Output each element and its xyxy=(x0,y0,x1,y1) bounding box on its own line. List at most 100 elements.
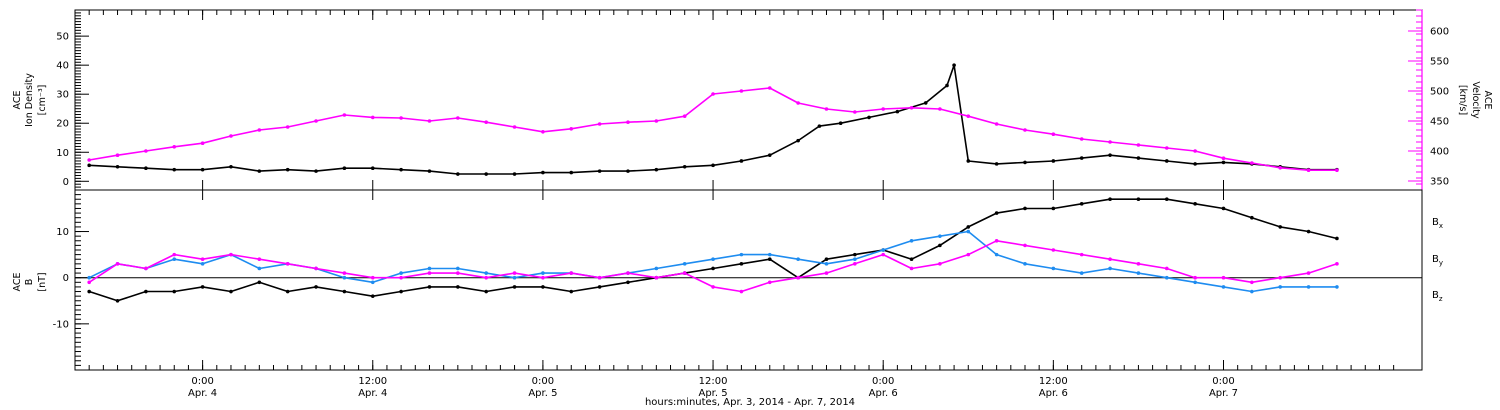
bz-point xyxy=(1136,262,1141,266)
bx-point xyxy=(427,285,432,289)
bx-point xyxy=(909,257,914,262)
density-point xyxy=(1079,156,1084,160)
density-point xyxy=(966,159,971,163)
bz-point xyxy=(597,275,602,280)
date-tick-label: Apr. 4 xyxy=(188,388,217,399)
bx-point xyxy=(1306,229,1311,234)
bx-point xyxy=(569,289,574,294)
bz-point xyxy=(626,271,630,275)
by-point xyxy=(824,262,829,266)
bz-point xyxy=(257,257,262,262)
bz-point xyxy=(427,271,432,275)
velocity-point xyxy=(682,114,687,118)
bx-point xyxy=(966,225,971,229)
density-point xyxy=(427,169,432,173)
by-point xyxy=(1306,285,1311,289)
by-point xyxy=(257,266,262,271)
velocity-point xyxy=(172,145,177,149)
bz-point xyxy=(285,262,290,266)
by-point xyxy=(172,257,177,262)
density-point xyxy=(626,169,630,173)
density-point xyxy=(314,169,318,173)
bx-point xyxy=(1164,197,1169,202)
density-point xyxy=(399,167,403,172)
density-point xyxy=(569,170,574,175)
bz-point xyxy=(853,262,857,266)
density-point xyxy=(512,172,517,176)
velocity-point xyxy=(938,107,942,111)
velocity-point xyxy=(994,122,999,126)
bz-point xyxy=(1051,248,1056,252)
velocity-point xyxy=(767,86,772,90)
density-point xyxy=(484,172,488,176)
bx-point xyxy=(1221,206,1226,211)
top-left-axis-label: ACE Ion Density [cm⁻³] xyxy=(12,73,48,127)
velocity-point xyxy=(512,125,517,129)
bottom-series-group xyxy=(87,197,1339,303)
by-point xyxy=(370,280,375,285)
field-tick-label: -10 xyxy=(53,319,69,330)
bz-point xyxy=(399,275,403,280)
velocity-point xyxy=(87,158,91,162)
bz-point xyxy=(711,285,715,289)
bottom-panel-magnetic-field: -10 0 10 Bx By Bz xyxy=(53,189,1443,371)
bx-point xyxy=(1193,202,1197,206)
velocity-tick-label: 550 xyxy=(1430,57,1449,68)
density-point xyxy=(172,167,177,172)
bottom-left-axis-label: ACE B [nT] xyxy=(12,272,48,291)
bx-point xyxy=(370,294,375,298)
by-point xyxy=(881,248,885,252)
top-right-axis-label: ACE Velocity [km/s] xyxy=(1457,81,1493,119)
density-tick-label: 40 xyxy=(56,61,69,72)
bx-point xyxy=(229,289,233,294)
time-tick-label: 0:00 xyxy=(191,376,213,387)
velocity-point xyxy=(1335,168,1339,172)
bx-point xyxy=(172,289,177,294)
bx-point xyxy=(711,266,715,271)
density-point xyxy=(923,101,928,105)
density-point xyxy=(342,166,347,171)
magnetic-field-axis: -10 0 10 xyxy=(53,189,89,371)
density-point xyxy=(796,138,800,143)
density-point xyxy=(1136,156,1141,160)
by-point xyxy=(1221,285,1226,289)
velocity-point xyxy=(1108,140,1112,144)
by-point xyxy=(654,266,659,271)
velocity-point xyxy=(1164,146,1169,150)
bx-point xyxy=(739,262,744,266)
bz-point xyxy=(654,275,659,280)
time-tick-label: 0:00 xyxy=(872,376,894,387)
by-point xyxy=(994,252,999,257)
by-point xyxy=(1023,262,1027,266)
velocity-point xyxy=(427,119,432,123)
by-point xyxy=(1136,271,1141,275)
density-point xyxy=(1193,162,1197,166)
bx-point xyxy=(399,289,403,294)
date-tick-label: Apr. 5 xyxy=(698,388,727,399)
bx-point xyxy=(342,289,347,294)
density-point xyxy=(285,167,290,172)
by-point xyxy=(512,275,517,280)
bz-point xyxy=(796,275,800,280)
date-tick-label: Apr. 6 xyxy=(1039,388,1068,399)
magnetic-field-legend: Bx By Bz xyxy=(1432,217,1443,303)
density-point xyxy=(838,121,843,126)
bz-point xyxy=(144,266,148,271)
bz-point xyxy=(909,266,914,271)
density-tick-label: 20 xyxy=(56,119,69,130)
bz-point xyxy=(370,275,375,280)
density-point xyxy=(767,153,772,157)
velocity-point xyxy=(1079,137,1084,141)
density-point xyxy=(994,162,999,166)
velocity-point xyxy=(200,141,205,145)
legend-bx: Bx xyxy=(1432,217,1443,230)
bx-point xyxy=(115,298,120,303)
bx-point xyxy=(1335,236,1339,241)
bz-point xyxy=(1306,271,1311,275)
density-tick-label: 0 xyxy=(63,177,69,188)
by-point xyxy=(1108,266,1112,271)
velocity-point xyxy=(1023,128,1027,132)
density-point xyxy=(87,163,91,168)
bz-point xyxy=(739,289,744,294)
by-point xyxy=(87,275,91,280)
